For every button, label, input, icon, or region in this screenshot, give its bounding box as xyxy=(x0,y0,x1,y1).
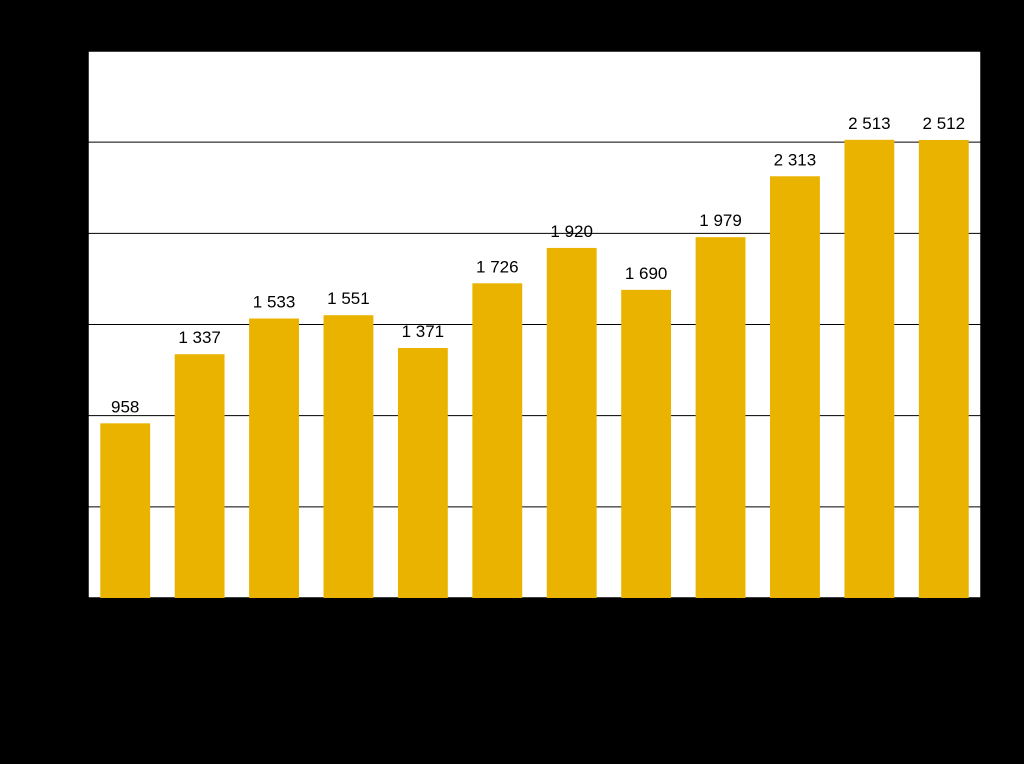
bar-8 xyxy=(695,237,746,598)
bar-2 xyxy=(249,318,299,598)
bar-0 xyxy=(100,423,151,598)
bar-6 xyxy=(546,247,597,599)
data-label-10: 2 513 xyxy=(848,114,891,133)
gridlines xyxy=(88,141,981,508)
data-label-4: 1 371 xyxy=(402,322,445,341)
bar-10 xyxy=(844,139,895,598)
bar-11 xyxy=(918,139,969,598)
data-label-9: 2 313 xyxy=(774,150,817,169)
data-label-7: 1 690 xyxy=(625,264,668,283)
data-label-2: 1 533 xyxy=(253,292,296,311)
bar-1 xyxy=(174,354,225,598)
data-label-6: 1 920 xyxy=(550,222,593,241)
data-label-8: 1 979 xyxy=(699,211,742,230)
bar-4 xyxy=(397,348,448,598)
data-label-1: 1 337 xyxy=(178,328,221,347)
bar-3 xyxy=(323,315,374,598)
data-label-0: 958 xyxy=(111,397,139,416)
data-labels: 958 1 337 1 533 1 551 1 371 1 726 1 920 1 690 1 … xyxy=(111,114,965,417)
bar-5 xyxy=(472,283,523,598)
data-label-11: 2 512 xyxy=(923,114,966,133)
bar-9 xyxy=(770,176,820,598)
bar-series xyxy=(100,139,969,599)
bar-7 xyxy=(621,289,672,598)
data-label-3: 1 551 xyxy=(327,289,370,308)
data-label-5: 1 726 xyxy=(476,257,519,276)
